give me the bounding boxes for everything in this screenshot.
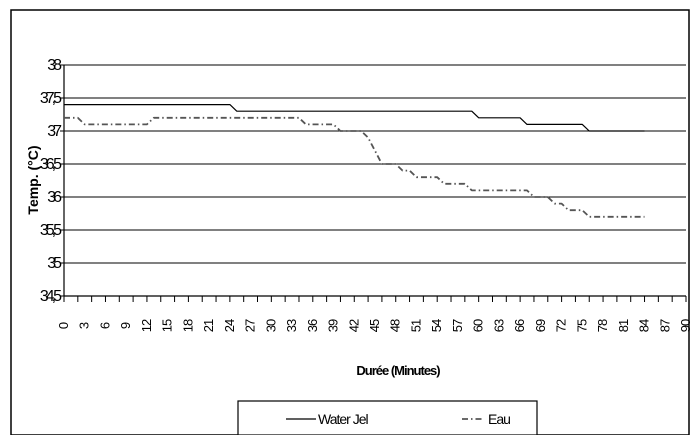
x-tick-label: 81 <box>616 319 631 332</box>
x-axis-label: Durée (Minutes) <box>356 363 440 378</box>
x-tick-label: 72 <box>554 319 569 332</box>
legend-eau-label: Eau <box>488 411 510 427</box>
x-tick-label: 24 <box>222 319 237 332</box>
x-tick-label: 69 <box>533 319 548 332</box>
x-tick-label: 66 <box>512 319 527 332</box>
x-tick-label: 33 <box>284 319 299 332</box>
chart-border <box>10 9 690 436</box>
x-tick-label: 84 <box>637 319 652 332</box>
x-tick-label: 6 <box>97 322 112 329</box>
y-tick-label: 37,5 <box>40 90 62 107</box>
x-tick-label: 48 <box>388 319 403 332</box>
x-tick-label: 9 <box>118 322 133 329</box>
x-tick-label: 12 <box>139 319 154 332</box>
x-tick-labels: 0 3 6 9 12 15 18 21 24 27 30 33 36 39 42 45 48 51 54 57 60 63… <box>56 319 690 332</box>
x-tick-label: 21 <box>201 319 216 332</box>
axes <box>60 64 687 302</box>
x-tick-label: 18 <box>180 319 195 332</box>
x-tick-label: 57 <box>450 319 465 332</box>
gridlines <box>64 64 686 297</box>
x-tick-label: 3 <box>77 322 92 329</box>
x-tick-label: 63 <box>491 319 506 332</box>
y-axis-label: Temp. (°C) <box>25 145 41 214</box>
x-tick-label: 54 <box>429 319 444 332</box>
x-tick-label: 42 <box>346 319 361 332</box>
series-line-water-jel <box>64 103 645 132</box>
x-tick-label: 30 <box>263 319 278 332</box>
x-tick-label: 90 <box>678 319 690 332</box>
x-tick-label: 0 <box>56 322 71 329</box>
x-tick-label: 39 <box>326 319 341 332</box>
x-tick-label: 87 <box>657 319 672 332</box>
y-tick-label: 36,5 <box>40 156 62 173</box>
legend: Water Jel Eau <box>237 400 538 436</box>
x-tick-label: 75 <box>574 319 589 332</box>
x-tick-label: 27 <box>243 319 258 332</box>
legend-water-jel-label: Water Jel <box>318 411 368 427</box>
x-tick-label: 51 <box>408 319 423 332</box>
y-tick-label: 35,5 <box>40 222 62 239</box>
x-tick-label: 15 <box>160 319 175 332</box>
x-tick-label: 45 <box>367 319 382 332</box>
x-tick-label: 36 <box>305 319 320 332</box>
legend-box <box>237 400 538 436</box>
y-tick-label: 34,5 <box>40 288 62 305</box>
x-tick-label: 60 <box>471 319 486 332</box>
series-lines <box>64 103 645 218</box>
x-tick-label: 78 <box>595 319 610 332</box>
series-line-eau <box>64 116 645 218</box>
